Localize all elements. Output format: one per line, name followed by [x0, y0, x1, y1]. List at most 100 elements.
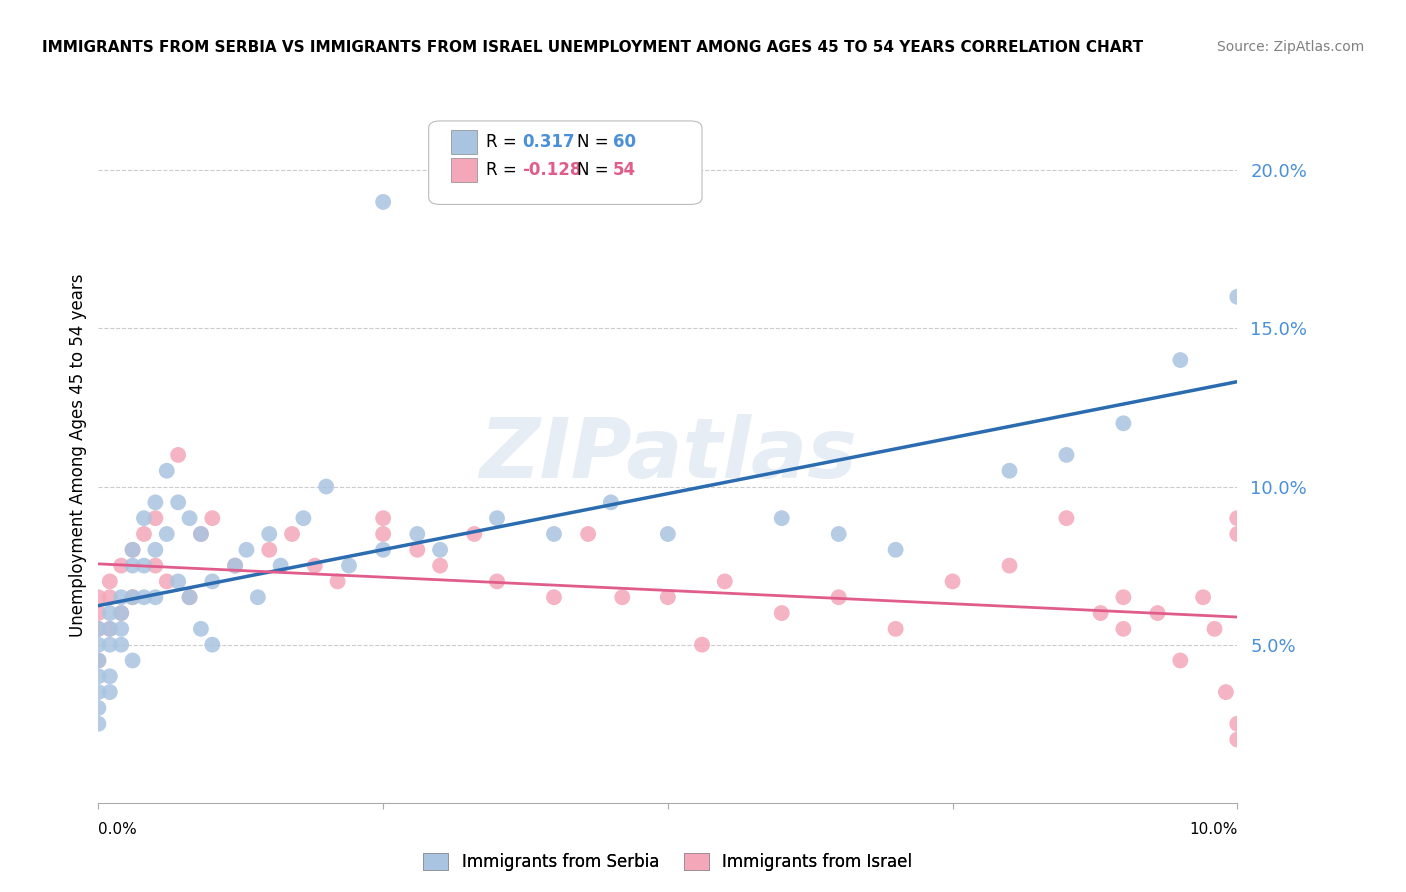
Point: [201, 511, 224, 525]
FancyBboxPatch shape: [451, 158, 477, 182]
Point: [190, 527, 212, 541]
Point: [98, 574, 121, 589]
Point: [292, 511, 315, 525]
Point: [373, 194, 395, 209]
Point: [315, 479, 337, 493]
Point: [87, 606, 110, 620]
Point: [98, 685, 121, 699]
Point: [87, 716, 110, 731]
Text: N =: N =: [576, 161, 613, 179]
Point: [543, 591, 565, 605]
Point: [1112, 417, 1135, 431]
Point: [224, 558, 246, 573]
Point: [121, 591, 143, 605]
Point: [1090, 606, 1112, 620]
Text: 10.0%: 10.0%: [1189, 822, 1237, 837]
Point: [998, 558, 1021, 573]
Text: R =: R =: [485, 161, 522, 179]
Text: N =: N =: [576, 133, 613, 151]
Text: IMMIGRANTS FROM SERBIA VS IMMIGRANTS FROM ISRAEL UNEMPLOYMENT AMONG AGES 45 TO 5: IMMIGRANTS FROM SERBIA VS IMMIGRANTS FRO…: [42, 40, 1143, 55]
Point: [714, 574, 737, 589]
Point: [98, 622, 121, 636]
Point: [121, 653, 143, 667]
Point: [543, 527, 565, 541]
Point: [98, 606, 121, 620]
Point: [190, 622, 212, 636]
Text: 0.0%: 0.0%: [98, 822, 138, 837]
Point: [373, 542, 395, 557]
Point: [373, 527, 395, 541]
Point: [884, 622, 907, 636]
Point: [1226, 527, 1249, 541]
Point: [179, 591, 201, 605]
Point: [190, 527, 212, 541]
Point: [98, 591, 121, 605]
Point: [429, 542, 451, 557]
Point: [87, 685, 110, 699]
Point: [406, 527, 429, 541]
Point: [87, 653, 110, 667]
Point: [998, 464, 1021, 478]
Point: [1170, 353, 1192, 368]
Point: [121, 591, 143, 605]
Point: [406, 542, 429, 557]
Point: [1226, 290, 1249, 304]
Point: [145, 511, 167, 525]
Text: R =: R =: [485, 133, 522, 151]
Point: [201, 638, 224, 652]
Point: [121, 542, 143, 557]
Text: 54: 54: [613, 161, 637, 179]
Point: [463, 527, 485, 541]
FancyBboxPatch shape: [451, 130, 477, 154]
Point: [612, 591, 634, 605]
Y-axis label: Unemployment Among Ages 45 to 54 years: Unemployment Among Ages 45 to 54 years: [69, 273, 87, 637]
Point: [1112, 622, 1135, 636]
Point: [1226, 716, 1249, 731]
Point: [132, 527, 155, 541]
Point: [121, 542, 143, 557]
Point: [167, 495, 190, 509]
Point: [110, 606, 132, 620]
Point: [132, 511, 155, 525]
Point: [156, 527, 179, 541]
Point: [246, 591, 269, 605]
Point: [145, 495, 167, 509]
Point: [87, 591, 110, 605]
Point: [87, 622, 110, 636]
Text: ZIPatlas: ZIPatlas: [479, 415, 856, 495]
Point: [770, 606, 793, 620]
FancyBboxPatch shape: [429, 121, 702, 204]
Point: [1204, 622, 1226, 636]
Point: [132, 591, 155, 605]
Point: [828, 527, 851, 541]
Point: [657, 527, 679, 541]
Point: [259, 527, 281, 541]
Point: [145, 591, 167, 605]
Point: [1112, 591, 1135, 605]
Point: [337, 558, 360, 573]
Point: [98, 669, 121, 683]
Point: [87, 622, 110, 636]
Point: [167, 448, 190, 462]
Point: [657, 591, 679, 605]
Point: [98, 622, 121, 636]
Point: [259, 542, 281, 557]
Point: [1226, 511, 1249, 525]
Point: [1056, 448, 1078, 462]
Point: [179, 591, 201, 605]
Point: [98, 638, 121, 652]
Point: [429, 558, 451, 573]
Point: [942, 574, 965, 589]
Point: [167, 574, 190, 589]
Point: [132, 558, 155, 573]
Point: [373, 511, 395, 525]
Point: [690, 638, 713, 652]
Point: [87, 653, 110, 667]
Point: [1215, 685, 1237, 699]
Point: [87, 701, 110, 715]
Point: [1170, 653, 1192, 667]
Point: [326, 574, 349, 589]
Point: [201, 574, 224, 589]
Point: [1056, 511, 1078, 525]
Point: [110, 638, 132, 652]
